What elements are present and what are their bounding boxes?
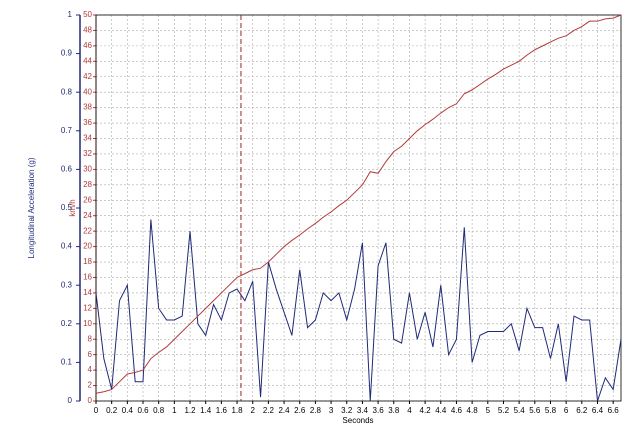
y2-tick-label: 40	[83, 87, 92, 96]
y-tick-label: 0.1	[61, 358, 73, 367]
x-tick-label: 2.6	[294, 406, 306, 415]
y-tick-label: 0.2	[61, 319, 73, 328]
y-tick-label: 0.4	[61, 242, 73, 251]
x-tick-label: 3.2	[341, 406, 353, 415]
y2-tick-label: 42	[83, 72, 92, 81]
y-axis-title: Longitudinal Acceleration (g)	[27, 157, 36, 258]
x-tick-label: 3.8	[388, 406, 400, 415]
data-line	[95, 219, 622, 402]
x-tick-label: 6.6	[608, 406, 620, 415]
x-tick-label: 4.4	[435, 406, 447, 415]
y-tick-label: 0.9	[61, 49, 73, 58]
y-tick-label: 1	[68, 10, 73, 19]
y-tick-label: 0	[68, 396, 73, 405]
y2-tick-label: 34	[83, 134, 92, 143]
y2-tick-label: 28	[83, 180, 92, 189]
y2-tick-label: 48	[83, 26, 92, 35]
y2-tick-label: 22	[83, 226, 92, 235]
y2-tick-label: 24	[83, 211, 92, 220]
x-tick-label: 1.4	[200, 406, 212, 415]
y2-tick-label: 4	[88, 365, 93, 374]
y2-tick-label: 30	[83, 165, 92, 174]
x-tick-label: 0.6	[137, 406, 149, 415]
x-tick-label: 5.8	[545, 406, 557, 415]
x-tick-label: 3.6	[373, 406, 385, 415]
y-tick-label: 0.5	[61, 203, 73, 212]
y2-tick-label: 8	[88, 334, 93, 343]
y2-tick-label: 18	[83, 257, 92, 266]
y-tick-label: 0.8	[61, 87, 73, 96]
x-tick-label: 5.6	[529, 406, 541, 415]
x-tick-label: 4.2	[420, 406, 432, 415]
x-tick-label: 1	[172, 406, 177, 415]
x-tick-label: 1.8	[231, 406, 243, 415]
x-tick-label: 0	[94, 406, 99, 415]
x-tick-label: 2	[250, 406, 255, 415]
plot-border	[95, 14, 622, 402]
y2-tick-label: 16	[83, 273, 92, 282]
x-tick-label: 0.2	[106, 406, 118, 415]
y2-tick-label: 44	[83, 56, 92, 65]
x-tick-label: 2.8	[310, 406, 322, 415]
y2-tick-label: 12	[83, 303, 92, 312]
y2-tick-label: 20	[83, 242, 92, 251]
x-tick-label: 0.8	[153, 406, 165, 415]
x-tick-label: 5	[486, 406, 491, 415]
x-tick-label: 2.2	[263, 406, 275, 415]
x-tick-label: 5.2	[498, 406, 510, 415]
x-tick-label: 6.4	[592, 406, 604, 415]
y2-tick-label: 6	[88, 350, 93, 359]
y2-tick-label: 14	[83, 288, 92, 297]
y2-tick-label: 0	[88, 396, 93, 405]
y2-tick-label: 32	[83, 149, 92, 158]
x-tick-label: 1.2	[184, 406, 196, 415]
y-tick-label: 0.7	[61, 126, 73, 135]
y2-axis-title: km/h	[68, 199, 77, 216]
y2-tick-label: 36	[83, 118, 92, 127]
x-tick-label: 2.4	[278, 406, 290, 415]
x-tick-label: 3	[329, 406, 334, 415]
x-tick-label: 4	[407, 406, 412, 415]
x-tick-label: 6.2	[576, 406, 588, 415]
y2-tick-label: 38	[83, 103, 92, 112]
x-tick-label: 3.4	[357, 406, 369, 415]
x-tick-label: 4.6	[451, 406, 463, 415]
y2-tick-label: 46	[83, 41, 92, 50]
x-tick-label: 6	[564, 406, 569, 415]
y2-tick-label: 26	[83, 195, 92, 204]
x-axis-title: Seconds	[342, 416, 373, 425]
y2-tick-label: 2	[88, 381, 93, 390]
x-tick-label: 1.6	[216, 406, 228, 415]
x-tick-label: 0.4	[122, 406, 134, 415]
x-tick-label: 5.4	[514, 406, 526, 415]
y2-tick-label: 10	[83, 319, 92, 328]
y-tick-label: 0.6	[61, 165, 73, 174]
x-tick-label: 4.8	[467, 406, 479, 415]
y2-tick-label: 50	[83, 10, 92, 19]
y-tick-label: 0.3	[61, 280, 73, 289]
data-line	[95, 14, 622, 394]
